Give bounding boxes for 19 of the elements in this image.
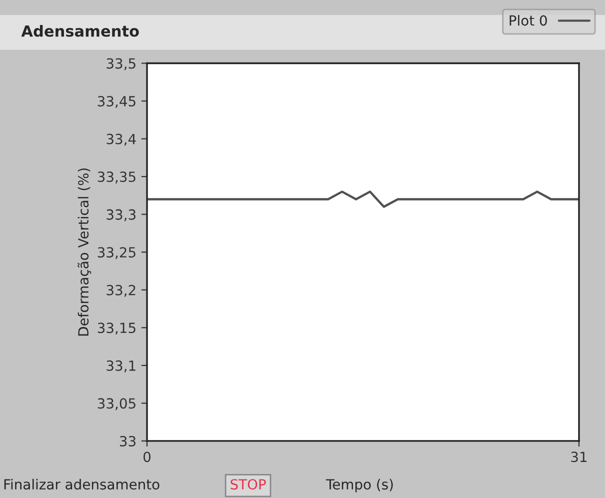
x-tick-label: 0 [144,452,151,462]
y-tick-label: 33,25 [98,247,136,260]
x-axis-title: Tempo (s) [326,478,393,492]
x-tick-label: 31 [571,452,587,462]
text: Finalizar adensamento [4,478,160,490]
y-tick-label: 33,35 [98,172,136,184]
text: STOP [230,479,266,490]
legend-label: Plot 0 [510,14,547,26]
y-tick-label: 33,45 [98,96,136,108]
chart-title: Adensamento [21,24,139,37]
y-tick-label: 33 [120,436,136,446]
y-axis-title: Deformação Vertical (%) [78,168,92,336]
y-tick-label: 33,2 [106,284,136,297]
y-tick-label: 33,5 [106,58,136,70]
y-tick-label: 33,15 [98,322,136,335]
y-tick-label: 33,4 [106,134,136,146]
y-tick-label: 33,3 [106,209,136,222]
y-tick-label: 33,1 [106,360,136,372]
y-tick-label: 33,05 [98,398,136,410]
